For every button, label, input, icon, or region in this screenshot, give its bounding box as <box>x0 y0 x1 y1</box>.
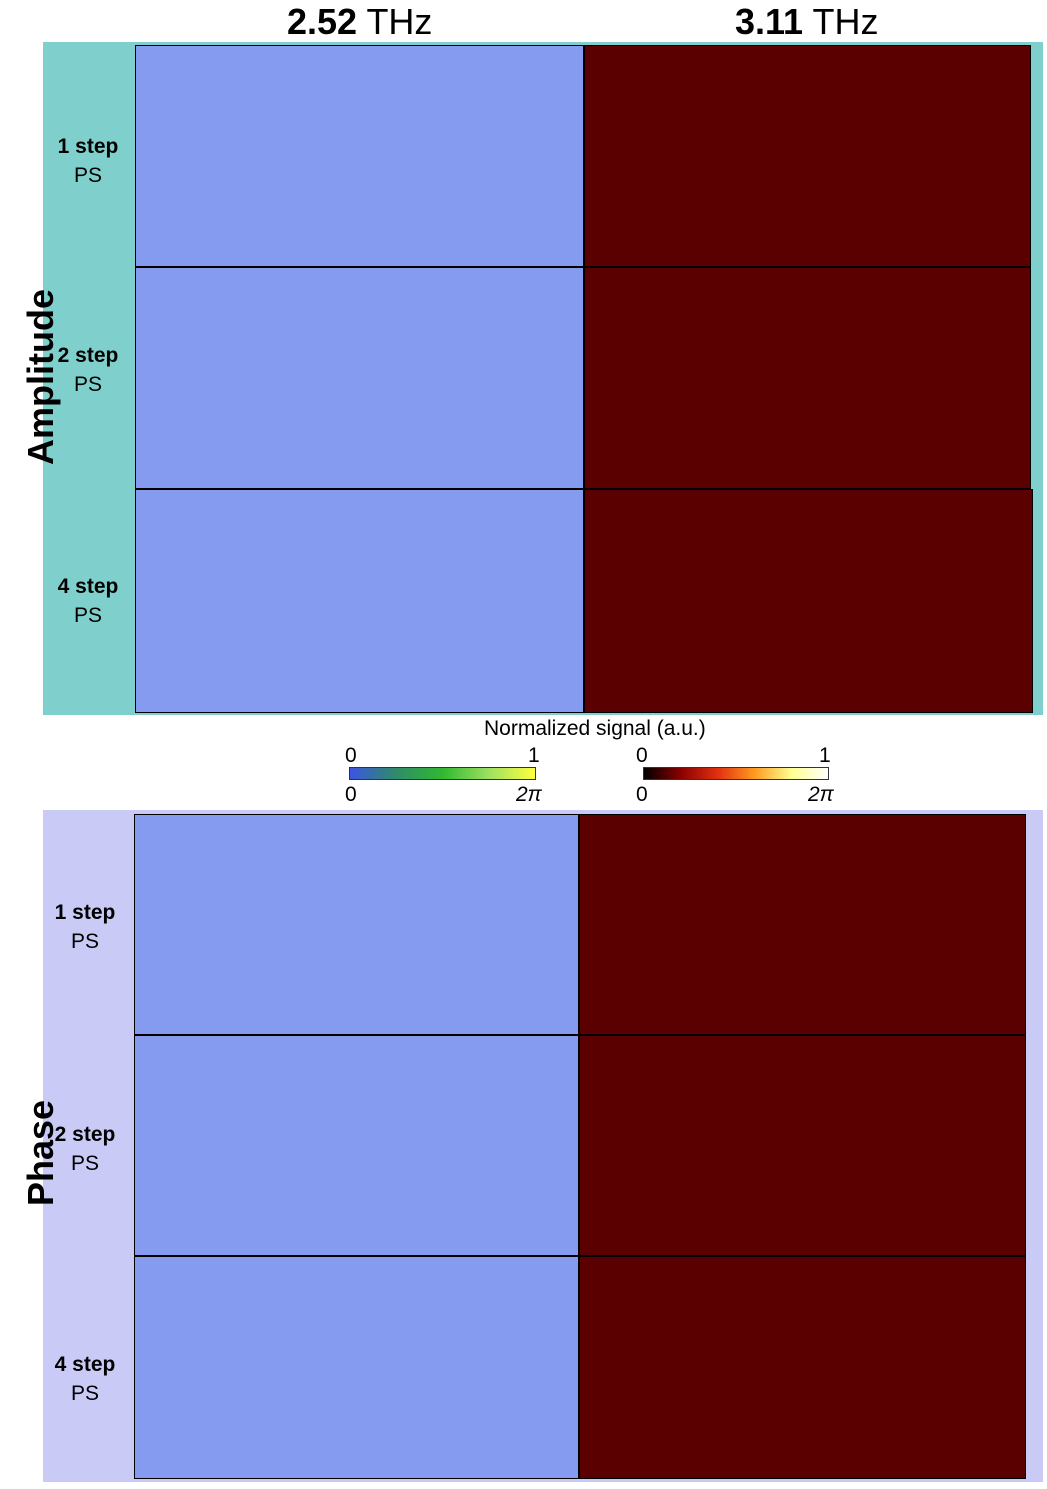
colorbar-right-bottom-min: 0 <box>636 783 648 806</box>
phase-row-label-1: 1 step PS <box>45 898 125 956</box>
phase-panel-3p11-1step <box>579 814 1026 1035</box>
row-steps: 1 step <box>54 901 116 924</box>
panel-texture <box>136 490 583 712</box>
frequency-unit-right: THz <box>812 1 879 42</box>
colorbar-right-top-min: 0 <box>636 744 648 767</box>
row-steps: 2 step <box>54 1123 116 1146</box>
row-method: PS <box>70 1382 99 1405</box>
panel-texture <box>136 268 583 488</box>
colorbar-left-top-max: 1 <box>528 744 540 767</box>
colorbar-right-top-max: 1 <box>819 744 831 767</box>
colorbar-left-bottom-max: 2π <box>516 783 542 806</box>
panel-texture <box>580 815 1025 1034</box>
panel-texture <box>135 815 578 1034</box>
phase-panel-2p52-4step <box>134 1256 579 1479</box>
frequency-value-left: 2.52 <box>287 1 358 42</box>
panel-texture <box>585 46 1030 266</box>
phase-panel-2p52-1step <box>134 814 579 1035</box>
amplitude-panel-2p52-4step <box>135 489 584 713</box>
phase-row-label-2: 2 step PS <box>45 1120 125 1178</box>
frequency-header-left: 2.52 THz <box>287 0 432 44</box>
amplitude-panel-3p11-1step <box>584 45 1031 267</box>
panel-texture <box>135 1257 578 1478</box>
row-method: PS <box>70 930 99 953</box>
amplitude-row-label-3: 4 step PS <box>48 572 128 630</box>
row-steps: 4 step <box>57 575 119 598</box>
amplitude-panel-2p52-1step <box>135 45 584 267</box>
frequency-header-right: 3.11 THz <box>735 0 878 44</box>
row-steps: 4 step <box>54 1353 116 1376</box>
panel-texture <box>136 46 583 266</box>
colorbar-right-bottom-max: 2π <box>808 783 834 806</box>
colorbar-left-top-min: 0 <box>345 744 357 767</box>
colorbar-title: Normalized signal (a.u.) <box>484 717 706 740</box>
colorbar-right <box>643 767 829 780</box>
colorbar-left <box>349 767 536 780</box>
amplitude-row-label-2: 2 step PS <box>48 341 128 399</box>
row-steps: 2 step <box>57 344 119 367</box>
panel-texture <box>580 1257 1025 1478</box>
amplitude-panel-2p52-2step <box>135 267 584 489</box>
row-method: PS <box>73 373 102 396</box>
frequency-value-right: 3.11 <box>735 1 804 42</box>
phase-panel-3p11-4step <box>579 1256 1026 1479</box>
phase-panel-2p52-2step <box>134 1035 579 1256</box>
panel-texture <box>135 1036 578 1255</box>
amplitude-row-label-1: 1 step PS <box>48 132 128 190</box>
phase-row-label-3: 4 step PS <box>45 1350 125 1408</box>
amplitude-panel-3p11-2step <box>584 267 1031 489</box>
phase-panel-3p11-2step <box>579 1035 1026 1256</box>
panel-texture <box>585 490 1032 712</box>
row-steps: 1 step <box>57 135 119 158</box>
row-method: PS <box>73 164 102 187</box>
row-method: PS <box>70 1152 99 1175</box>
frequency-unit-left: THz <box>366 1 433 42</box>
row-method: PS <box>73 604 102 627</box>
amplitude-panel-3p11-4step <box>584 489 1033 713</box>
panel-texture <box>585 268 1030 488</box>
colorbar-left-bottom-min: 0 <box>345 783 357 806</box>
panel-texture <box>580 1036 1025 1255</box>
